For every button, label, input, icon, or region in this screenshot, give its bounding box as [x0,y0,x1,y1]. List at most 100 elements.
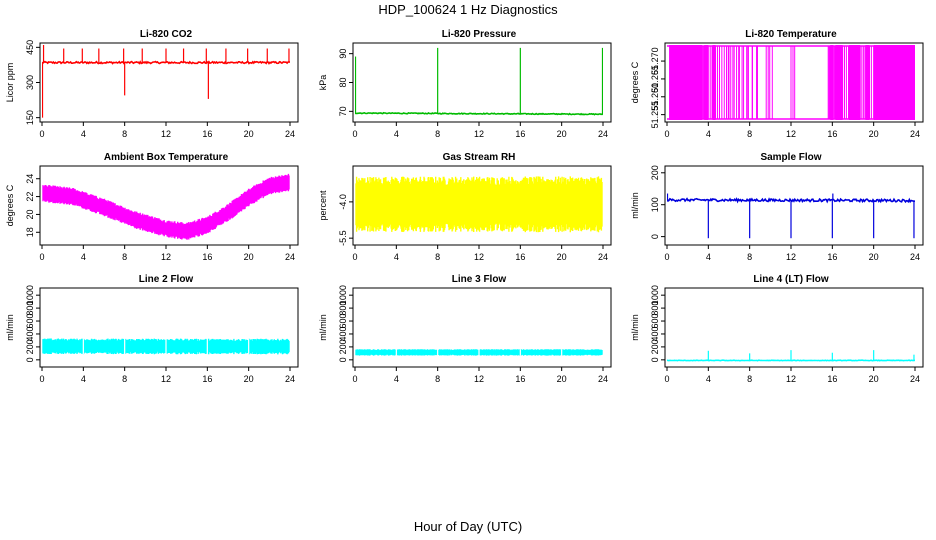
x-tick-label: 16 [515,129,525,139]
panel-title: Li-820 Pressure [442,29,517,40]
plot-area [667,193,915,239]
y-tick-label: 20 [25,209,35,219]
x-tick-label: 0 [39,129,44,139]
panel-title: Li-820 CO2 [140,29,193,40]
x-tick-label: 12 [786,252,796,262]
x-tick-label: 4 [394,252,399,262]
x-tick-label: 4 [706,252,711,262]
x-tick-label: 0 [664,374,669,384]
temp-solid-block [873,45,915,120]
x-tick-label: 24 [910,252,920,262]
x-tick-label: 12 [161,374,171,384]
y-tick-label: 90 [338,49,348,59]
y-tick-label: 600 [650,314,660,329]
x-tick-label: 12 [786,374,796,384]
x-tick-label: 4 [81,374,86,384]
y-tick-label: 80 [338,77,348,87]
y-tick-label: 200 [650,339,660,354]
panel-title: Gas Stream RH [443,152,516,163]
panel-line4: Line 4 (LT) Flow 0 4 8 12 16 20 24 0 200400600800… [630,274,924,384]
x-tick-label: 0 [352,129,357,139]
x-tick-label: 4 [81,252,86,262]
x-tick-label: 12 [786,129,796,139]
y-tick-label: 150 [25,110,35,125]
y-axis-label: ml/min [630,192,640,219]
x-tick-label: 16 [515,374,525,384]
x-tick-label: 8 [747,252,752,262]
y-tick-label: 800 [650,301,660,316]
x-tick-label: 24 [598,129,608,139]
y-tick-label: 400 [338,326,348,341]
x-tick-label: 4 [706,374,711,384]
x-tick-label: 12 [474,374,484,384]
x-tick-label: 20 [869,374,879,384]
x-tick-label: 20 [244,374,254,384]
temp-solid-block [835,45,843,120]
y-tick-label: 400 [650,326,660,341]
plot-frame [39,165,299,246]
plot-area [355,349,603,356]
x-tick-label: 4 [81,129,86,139]
x-tick-label: 8 [747,374,752,384]
x-tick-label: 8 [747,129,752,139]
temp-solid-block [848,45,861,120]
y-tick-label: 51.265 [650,65,660,93]
y-tick-label: 300 [25,75,35,90]
y-tick-label: 600 [25,314,35,329]
panel-title: Line 4 (LT) Flow [753,274,829,285]
plot-frame [39,287,299,368]
x-tick-label: 0 [664,129,669,139]
plot-frame [39,42,299,123]
y-tick-label: -5.5 [338,230,348,246]
plot-area [355,47,603,116]
figure-title: HDP_100624 1 Hz Diagnostics [378,2,558,17]
x-tick-label: 24 [285,252,295,262]
y-tick-label: 200 [338,339,348,354]
x-tick-label: 24 [285,129,295,139]
y-tick-label: 0 [650,357,660,362]
temp-solid-block [865,45,870,120]
y-tick-label: 22 [25,192,35,202]
y-tick-label: 600 [338,314,348,329]
x-tick-label: 12 [474,129,484,139]
x-tick-label: 16 [202,129,212,139]
x-tick-label: 20 [869,129,879,139]
x-tick-label: 0 [352,252,357,262]
x-tick-label: 8 [435,129,440,139]
y-tick-label: 51.270 [650,47,660,75]
y-axis-label: ml/min [630,314,640,341]
plot-frame [664,165,924,246]
x-tick-label: 0 [664,252,669,262]
plot-frame [664,42,924,123]
x-tick-label: 8 [122,129,127,139]
x-tick-label: 24 [910,374,920,384]
series-band [42,173,290,240]
y-axis-label: percent [318,190,328,221]
x-tick-label: 24 [285,374,295,384]
y-tick-label: 1000 [25,285,35,305]
x-tick-label: 12 [161,129,171,139]
y-tick-label: 24 [25,174,35,184]
plot-area [355,176,603,233]
y-tick-label: 51.255 [650,101,660,129]
x-tick-label: 20 [244,252,254,262]
x-tick-label: 20 [557,374,567,384]
y-tick-label: 400 [25,326,35,341]
plot-frame [352,42,612,123]
x-tick-label: 24 [598,252,608,262]
y-tick-label: 18 [25,227,35,237]
plot-area [667,350,915,362]
temp-solid-block [704,45,709,120]
y-axis-label: ml/min [5,314,15,341]
x-tick-label: 4 [394,129,399,139]
panel-pressure: Li-820 Pressure 0 4 8 12 16 20 24 70 80 90 kPa [318,29,612,139]
y-axis-label: degrees C [5,184,15,226]
plot-area [42,173,290,240]
y-tick-label: 100 [650,197,660,212]
panel-boxtemp: Ambient Box Temperature 0 4 8 12 16 20 24 18 20 22… [5,152,299,262]
figure-xlabel: Hour of Day (UTC) [414,519,522,534]
x-tick-label: 16 [827,129,837,139]
